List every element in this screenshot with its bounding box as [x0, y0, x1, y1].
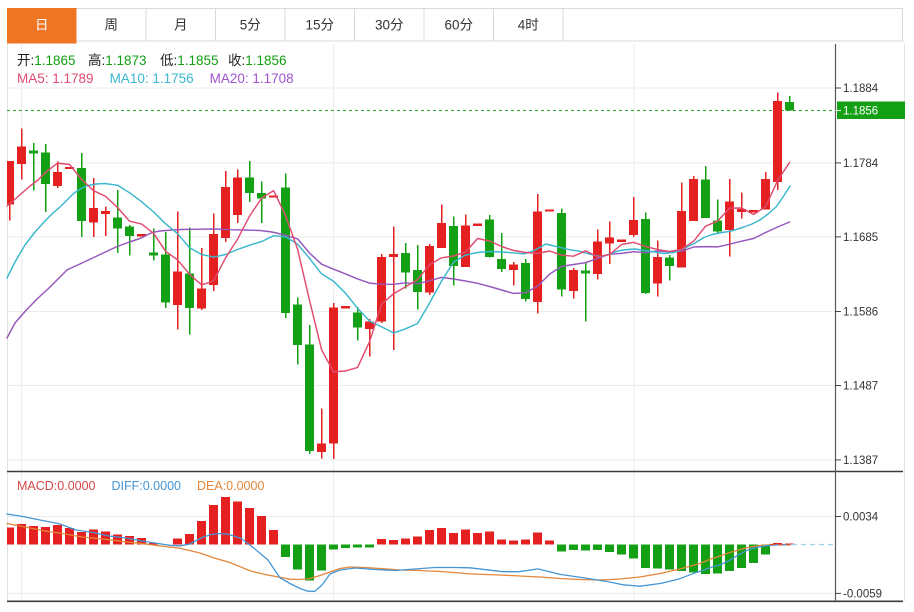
svg-text:收:1.1856: 收:1.1856 [228, 53, 287, 68]
svg-text:1.1586: 1.1586 [843, 307, 878, 319]
svg-text:1.1884: 1.1884 [843, 83, 879, 95]
svg-text:周: 周 [105, 18, 119, 33]
svg-text:60分: 60分 [444, 18, 473, 33]
svg-text:开:1.1865: 开:1.1865 [17, 53, 76, 68]
svg-text:30分: 30分 [375, 18, 404, 33]
svg-text:4时: 4时 [518, 18, 539, 33]
svg-text:1.1685: 1.1685 [843, 232, 878, 244]
svg-text:1.1784: 1.1784 [843, 158, 879, 170]
svg-text:日: 日 [35, 18, 49, 33]
svg-text:高:1.1873: 高:1.1873 [88, 52, 147, 68]
svg-text:月: 月 [174, 18, 188, 33]
svg-text:1.1856: 1.1856 [843, 106, 878, 118]
svg-text:5分: 5分 [240, 18, 261, 33]
svg-text:低:1.1855: 低:1.1855 [160, 53, 219, 68]
svg-text:1.1387: 1.1387 [843, 455, 878, 467]
svg-text:0.0034: 0.0034 [843, 512, 879, 524]
svg-text:15分: 15分 [305, 18, 334, 33]
svg-text:-0.0059: -0.0059 [843, 588, 882, 600]
svg-text:1.1487: 1.1487 [843, 381, 878, 393]
